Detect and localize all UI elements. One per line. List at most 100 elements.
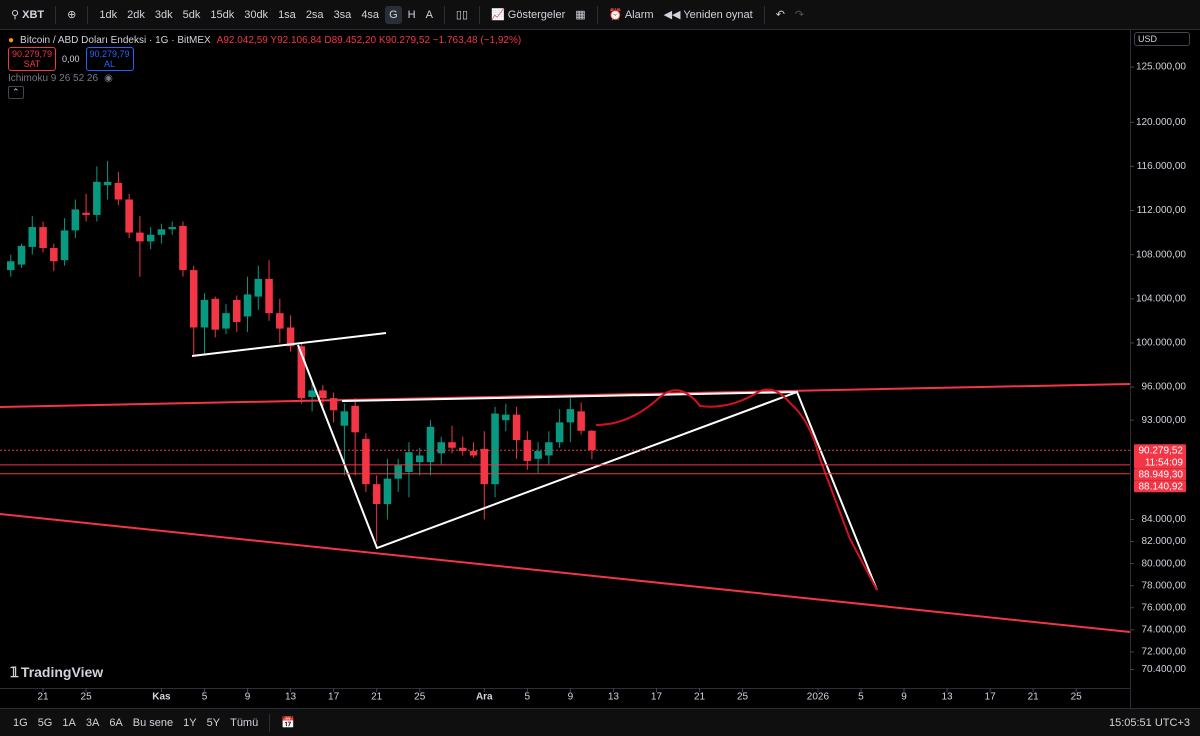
candle-body — [232, 299, 241, 322]
y-tick-label: 93.000,00 — [1142, 415, 1187, 426]
x-tick-label: 5 — [525, 692, 531, 703]
range-button[interactable]: 5G — [37, 716, 53, 729]
price-label-box — [1134, 444, 1186, 469]
interval-button[interactable]: A — [425, 8, 433, 21]
add-symbol[interactable]: ⊕ — [67, 9, 77, 21]
candle-body — [39, 227, 47, 249]
candle-body — [566, 409, 575, 423]
x-tick-label: 13 — [285, 692, 297, 703]
y-tick-label: 70.400,00 — [1142, 664, 1187, 675]
alert-button[interactable]: ⏰ Alarm — [608, 9, 654, 21]
candle-body — [534, 451, 542, 459]
price-label-box — [1134, 480, 1186, 493]
candle-body — [125, 199, 133, 233]
candle-body — [458, 447, 467, 452]
interval-button[interactable]: 4sa — [361, 8, 380, 21]
candle-body — [577, 411, 585, 431]
interval-button[interactable]: 5dk — [182, 8, 201, 21]
candle-body — [545, 442, 553, 456]
chart-type[interactable]: ▯▯ — [455, 9, 469, 21]
price-label: 90.279,52 — [1139, 445, 1184, 456]
range-button[interactable]: Tümü — [230, 716, 259, 729]
interval-button[interactable]: 3sa — [333, 8, 352, 21]
interval-button[interactable]: 30dk — [244, 8, 269, 21]
interval-button[interactable]: 3dk — [154, 8, 173, 21]
candle-body — [265, 278, 273, 314]
separator — [55, 5, 57, 24]
candle-body — [372, 484, 381, 505]
x-tick-label: 21 — [694, 692, 706, 703]
top-toolbar: ⚲ XBT ⊕ 1dk 2dk 3dk 5dk 15dk 30dk 1sa 2sa 3sa 4sa… — [0, 0, 1200, 30]
y-tick-label: 120.000,00 — [1136, 117, 1186, 128]
interval-button[interactable]: 1sa — [278, 8, 296, 21]
currency-select[interactable]: USD — [1134, 32, 1190, 46]
buy-price[interactable]: 90.279,79 — [89, 49, 130, 59]
candle-body — [351, 405, 359, 433]
x-tick-label: 2026 — [807, 692, 830, 703]
date-range[interactable]: 📅 — [281, 717, 295, 729]
buy-label[interactable]: AL — [104, 59, 116, 69]
range-button[interactable]: 6A — [109, 716, 123, 729]
trend-line — [191, 332, 387, 357]
sell-button[interactable]: 90.279,79 SAT — [8, 47, 56, 71]
candle-body — [448, 442, 456, 448]
interval-button[interactable]: 1dk — [99, 8, 118, 21]
candle-body — [17, 245, 26, 265]
interval-button[interactable]: 2dk — [127, 8, 145, 21]
separator — [443, 5, 445, 24]
candle-body — [362, 438, 370, 485]
legend-ohlc: A92.042,59 Y92.106,84 D89.452,20 K90.279… — [216, 34, 522, 46]
x-tick-label: 21 — [37, 692, 49, 703]
candle-body — [426, 426, 435, 463]
x-tick-label: Ara — [476, 692, 493, 703]
indicators-label[interactable]: Göstergeler — [507, 9, 566, 21]
candle-body — [523, 440, 532, 461]
range-button[interactable]: 3A — [85, 716, 100, 729]
range-button[interactable]: 5Y — [206, 716, 221, 729]
layouts-button[interactable]: ▦ — [575, 9, 586, 21]
legend-row: ● Bitcoin / ABD Doları Endeksi · 1G · Bi… — [8, 33, 521, 47]
undo[interactable]: ↶ — [775, 9, 785, 21]
candle-body — [136, 232, 144, 242]
y-tick-label: 104.000,00 — [1136, 293, 1186, 304]
interval-button[interactable]: H — [407, 8, 416, 21]
symbol-search[interactable]: ⚲ XBT — [11, 9, 45, 21]
candle-body — [437, 442, 446, 454]
visibility-icon[interactable]: ◉ — [104, 72, 113, 84]
interval-button[interactable]: 15dk — [210, 8, 235, 21]
replay-button[interactable]: ◀◀ Yeniden oynat — [663, 9, 753, 21]
interval-button[interactable]: G — [385, 5, 402, 24]
redo[interactable]: ↷ — [794, 9, 805, 21]
collapse-button[interactable]: ⌃ — [8, 85, 24, 99]
candle-body — [480, 448, 489, 485]
range-button[interactable]: 1Y — [183, 716, 197, 729]
interval-button[interactable]: 2sa — [305, 8, 324, 21]
separator — [269, 713, 271, 732]
symbol[interactable]: XBT — [22, 9, 45, 21]
alert-label[interactable]: Alarm — [624, 9, 654, 21]
sell-label[interactable]: SAT — [23, 59, 41, 69]
candle-body — [254, 278, 263, 297]
range-button[interactable]: 1A — [62, 716, 76, 729]
range-button[interactable]: 1G — [13, 716, 28, 729]
buy-button[interactable]: 90.279,79 AL — [85, 47, 134, 71]
x-tick-label: 25 — [414, 692, 426, 703]
candle-body — [6, 261, 15, 271]
y-tick-label: 100.000,00 — [1136, 338, 1186, 349]
pattern-line — [297, 344, 878, 591]
range-button[interactable]: Bu sene — [132, 716, 174, 729]
x-tick-label: 25 — [1071, 692, 1083, 703]
candle-body — [222, 313, 230, 329]
indicators-button[interactable]: 📈 Göstergeler — [491, 9, 566, 21]
candle-body — [276, 313, 284, 329]
candle-body — [555, 422, 564, 443]
candle-body — [469, 451, 478, 456]
replay-label[interactable]: Yeniden oynat — [683, 9, 753, 21]
candle-body — [146, 234, 155, 242]
sell-price[interactable]: 90.279,79 — [11, 49, 53, 59]
x-tick-label: 17 — [328, 692, 340, 703]
y-tick-label: 96.000,00 — [1142, 382, 1187, 393]
indicator-label[interactable]: Ichimoku 9 26 52 26 — [8, 72, 99, 84]
